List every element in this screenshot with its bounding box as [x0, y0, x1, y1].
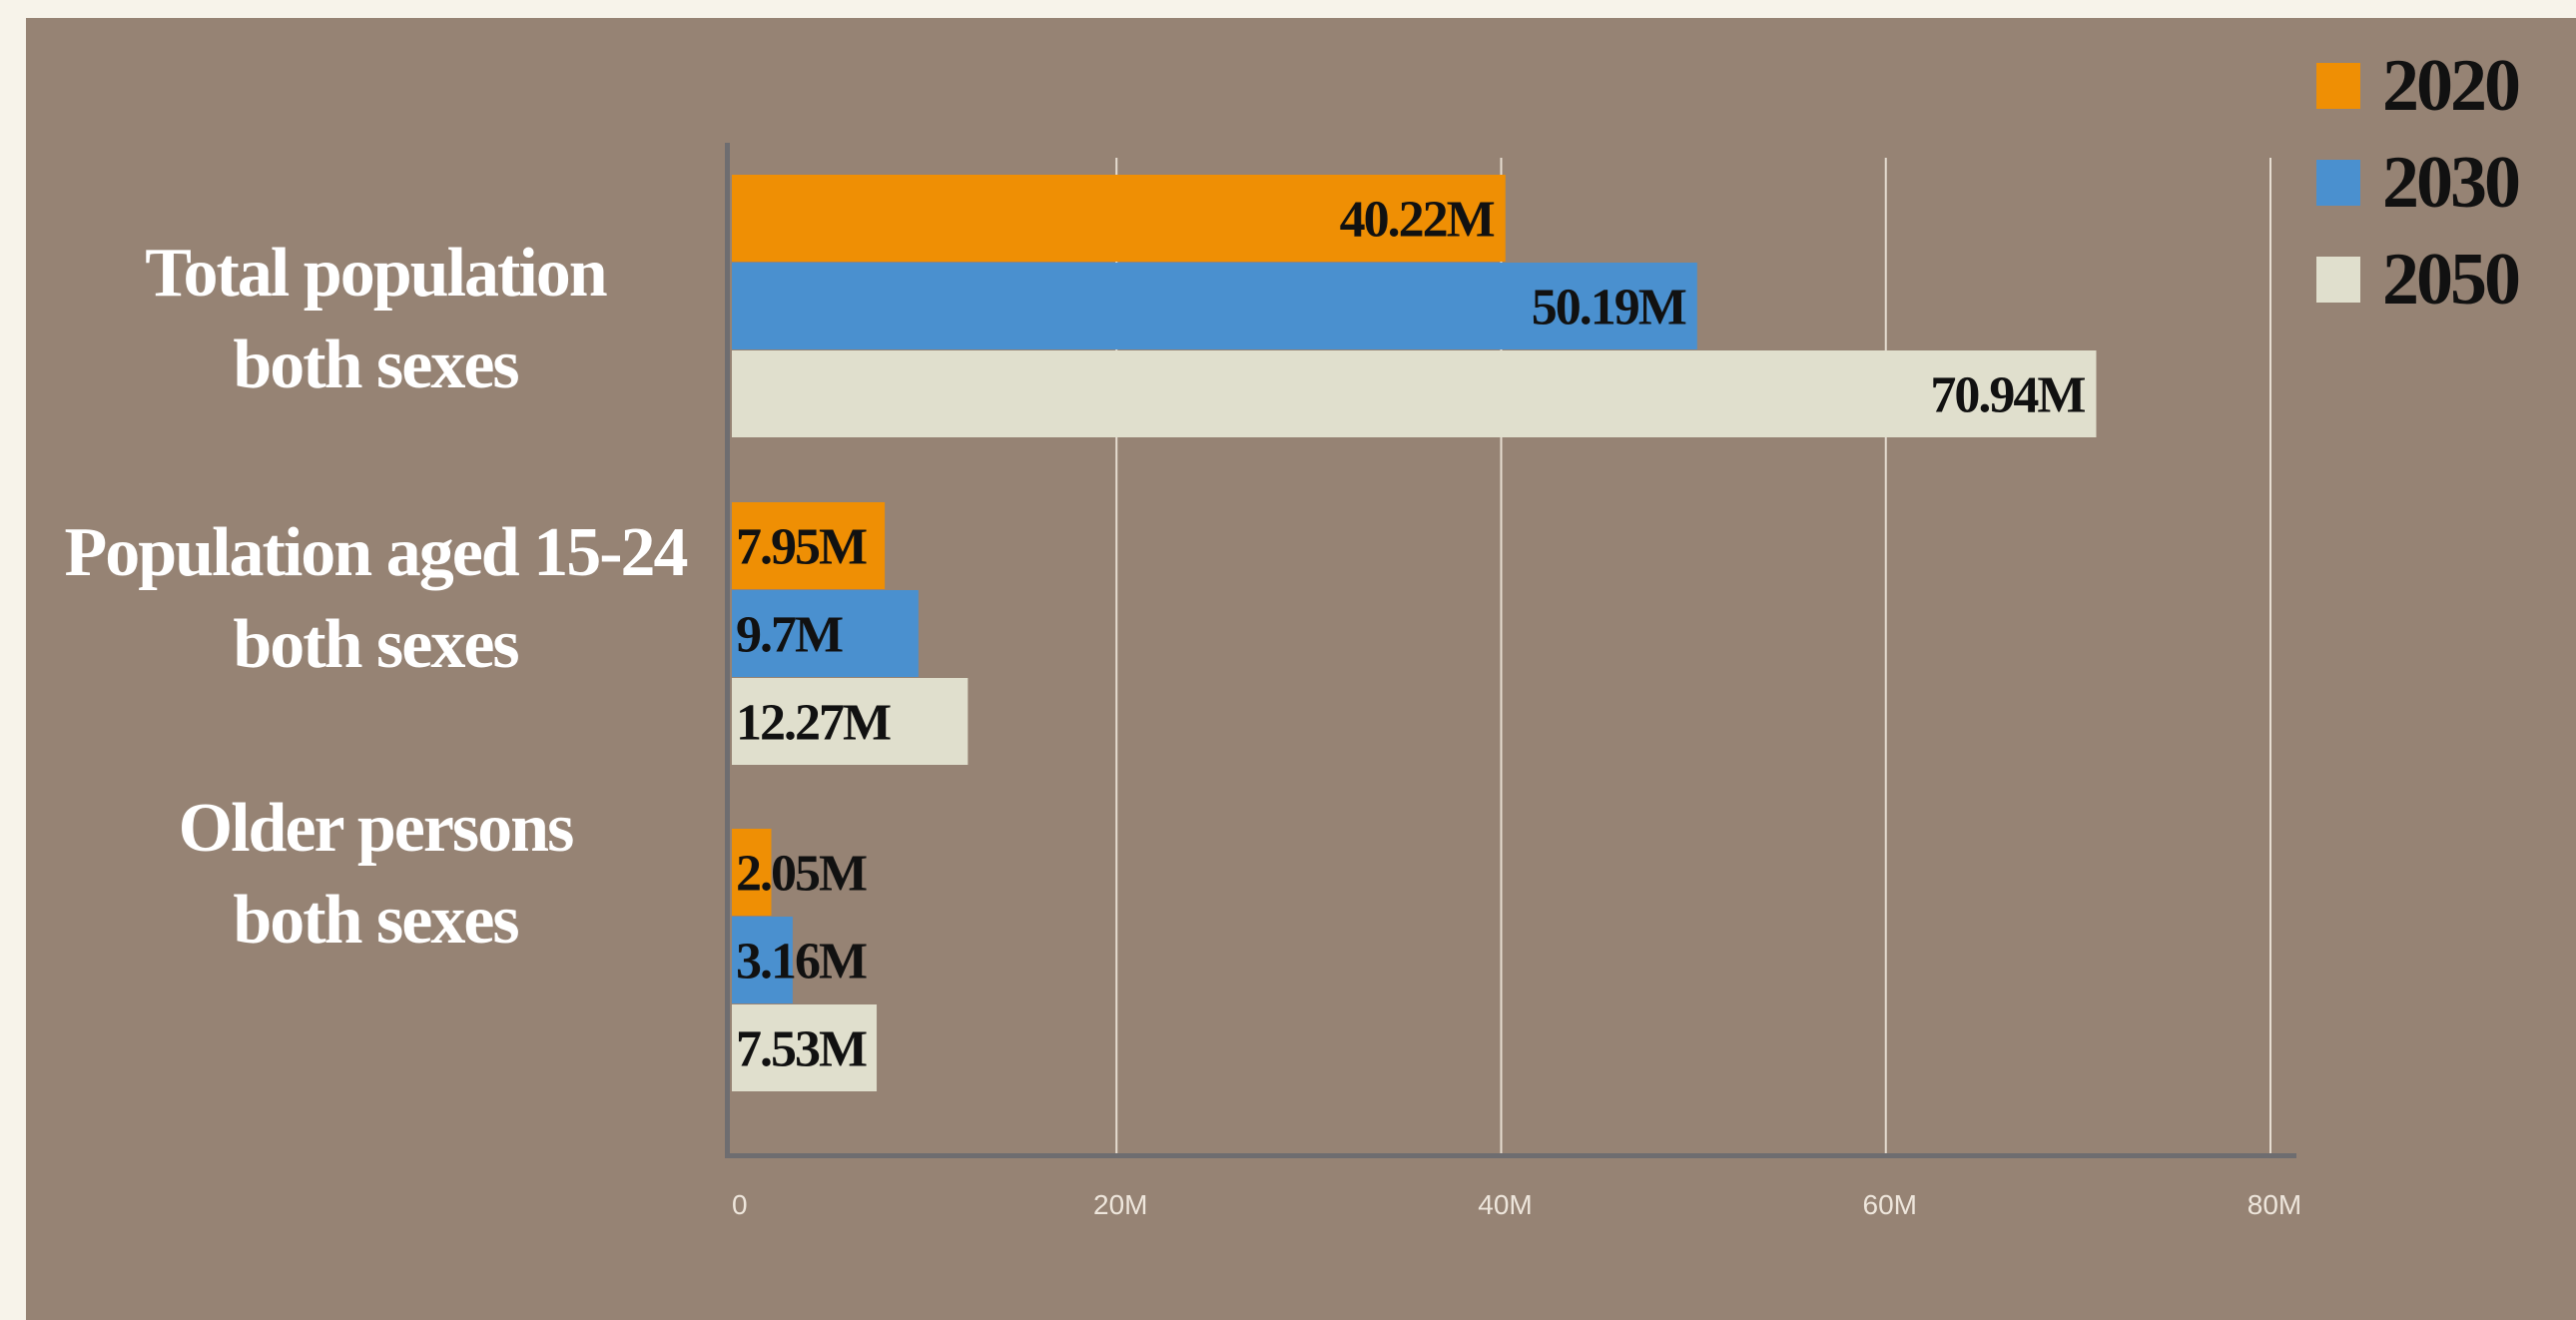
- value-label: 2.05M: [736, 846, 867, 903]
- value-label: 3.16M: [736, 934, 867, 990]
- y-axis-line: [725, 143, 730, 1157]
- category-label-line: Population aged 15-24: [64, 514, 687, 591]
- category-label-line: both sexes: [233, 606, 518, 683]
- category-label-line: Total population: [145, 235, 607, 312]
- category-label-line: Older persons: [179, 790, 573, 867]
- value-label: 12.27M: [736, 695, 891, 752]
- x-tick-label: 0: [732, 1189, 748, 1220]
- category-label-line: both sexes: [233, 882, 518, 959]
- legend-swatch-2050: [2316, 257, 2360, 303]
- x-tick-label: 60M: [1863, 1189, 1917, 1220]
- legend-swatch-2030: [2316, 160, 2360, 206]
- value-label: 9.7M: [736, 607, 843, 664]
- value-label: 70.94M: [1930, 367, 2085, 424]
- chart-panel: 40.22M 7.95M 2.05M 50.19M 9.7M 3.16M 70.94M 12.…: [26, 18, 2576, 1320]
- value-label: 50.19M: [1532, 280, 1686, 336]
- legend-label: 2030: [2382, 142, 2519, 224]
- x-tick-label: 40M: [1478, 1189, 1532, 1220]
- category-label-line: both sexes: [233, 327, 518, 403]
- x-tick-label: 20M: [1093, 1189, 1147, 1220]
- bar-2020-1: [732, 502, 886, 589]
- bar-2020-2: [732, 829, 772, 916]
- legend-label: 2020: [2382, 45, 2519, 127]
- axes: [725, 143, 2296, 1158]
- legend-label: 2050: [2382, 239, 2519, 321]
- bar-2050-1: [732, 678, 968, 765]
- bar-2050-0: [732, 350, 2097, 437]
- x-axis-line: [725, 1153, 2296, 1158]
- bar-2050-2: [732, 1004, 878, 1091]
- value-label: 7.53M: [736, 1021, 867, 1078]
- category-label: Total population both sexes: [145, 235, 607, 403]
- legend-swatch-2020: [2316, 63, 2360, 109]
- legend: 2020 2030 2050: [2316, 45, 2522, 321]
- bars: 40.22M 7.95M 2.05M 50.19M 9.7M 3.16M 70.94M 12.…: [732, 175, 2097, 1091]
- x-tick-labels: 0 20M 40M 60M 80M: [732, 1189, 2301, 1220]
- bar-2020-0: [732, 175, 1506, 262]
- bar-2030-0: [732, 263, 1697, 349]
- bar-2030-2: [732, 917, 793, 1003]
- value-label: 7.95M: [736, 519, 867, 576]
- bar-chart: 40.22M 7.95M 2.05M 50.19M 9.7M 3.16M 70.94M 12.…: [64, 45, 2522, 1220]
- value-label: 40.22M: [1340, 192, 1495, 249]
- x-tick-label: 80M: [2248, 1189, 2301, 1220]
- bar-2030-1: [732, 590, 919, 677]
- category-label: Population aged 15-24 both sexes: [64, 514, 687, 683]
- category-label: Older persons both sexes: [179, 790, 573, 959]
